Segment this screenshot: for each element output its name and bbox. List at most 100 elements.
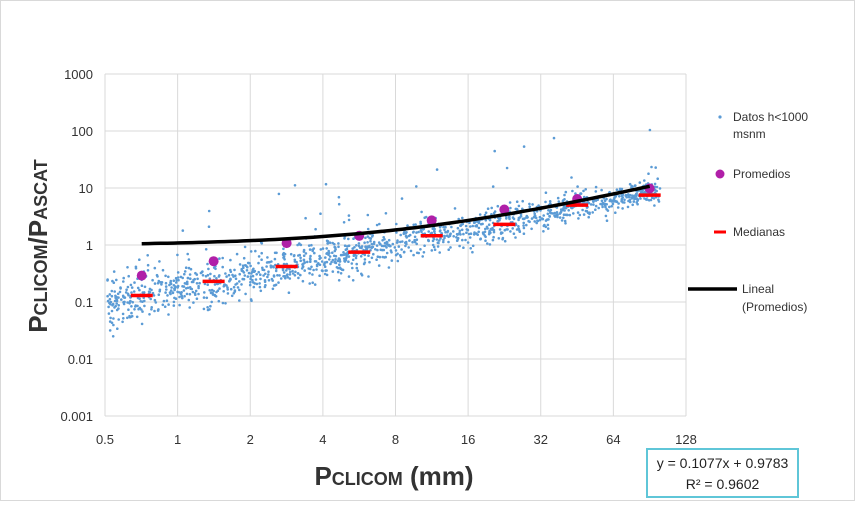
data-point: [522, 221, 525, 225]
data-point: [498, 228, 502, 231]
data-point: [618, 195, 621, 198]
data-point: [628, 182, 632, 186]
data-point: [582, 213, 586, 216]
data-point: [540, 217, 544, 220]
data-point: [341, 268, 345, 272]
data-point: [127, 293, 130, 297]
data-point: [241, 264, 245, 268]
data-point: [353, 246, 356, 249]
data-point: [198, 281, 201, 285]
data-point: [509, 206, 512, 210]
data-point: [110, 309, 114, 313]
data-point: [458, 244, 461, 248]
data-point: [266, 275, 269, 279]
x-tick-label: 2: [247, 432, 254, 447]
data-point: [564, 206, 568, 210]
data-point: [196, 277, 199, 281]
data-point: [275, 251, 278, 255]
x-axis-title: PCLICOM (mm): [314, 461, 473, 491]
data-point: [368, 260, 371, 264]
data-point: [537, 204, 540, 207]
data-point: [260, 251, 264, 255]
data-point: [178, 295, 181, 299]
data-point: [141, 310, 144, 313]
trendline: [141, 184, 651, 246]
data-point: [259, 277, 262, 281]
data-point: [479, 222, 483, 226]
data-point: [195, 297, 199, 301]
data-point: [351, 258, 355, 262]
data-point: [130, 286, 134, 289]
data-point: [501, 236, 505, 240]
data-point: [552, 136, 556, 140]
data-point: [542, 230, 545, 233]
data-point: [331, 258, 335, 262]
data-point: [288, 277, 292, 280]
data-point: [481, 231, 485, 235]
data-point: [478, 213, 482, 216]
data-point: [269, 264, 273, 268]
data-point: [301, 279, 305, 283]
data-point: [439, 237, 442, 240]
data-point: [458, 229, 462, 233]
x-tick-label: 1: [174, 432, 181, 447]
data-point: [257, 261, 260, 265]
data-point: [536, 219, 539, 222]
data-point: [319, 212, 322, 215]
data-point: [115, 302, 118, 305]
data-point: [404, 234, 408, 238]
trendline-equation-box: y = 0.1077x + 0.9783 R² = 0.9602: [646, 448, 799, 498]
data-point: [381, 255, 385, 259]
data-point: [600, 188, 603, 192]
data-point: [277, 192, 281, 196]
data-point: [158, 290, 161, 293]
data-point: [433, 230, 436, 234]
data-point: [150, 288, 153, 292]
data-point: [238, 280, 241, 283]
data-point: [215, 277, 218, 280]
x-tick-label: 8: [392, 432, 399, 447]
data-point: [318, 257, 321, 261]
data-point: [566, 213, 569, 217]
data-point: [174, 281, 178, 284]
data-point: [226, 286, 229, 289]
data-point: [485, 225, 489, 229]
data-point: [444, 225, 447, 229]
data-point: [512, 232, 516, 235]
data-point: [579, 192, 582, 195]
data-point: [315, 268, 318, 271]
data-point: [558, 216, 562, 219]
data-point: [376, 248, 379, 252]
data-point: [197, 284, 200, 288]
data-point: [300, 267, 304, 270]
data-point: [226, 292, 230, 295]
data-point: [183, 294, 186, 298]
data-point: [302, 254, 306, 257]
data-point: [164, 285, 168, 288]
data-point: [343, 244, 347, 247]
data-point: [464, 224, 468, 228]
data-point: [521, 217, 525, 221]
data-point: [108, 320, 112, 323]
data-point: [484, 235, 487, 239]
data-point: [420, 230, 423, 234]
data-point: [255, 282, 259, 286]
data-point: [148, 290, 152, 294]
data-point: [511, 227, 514, 230]
data-point: [347, 260, 350, 264]
y-tick-label: 0.001: [60, 409, 93, 424]
data-point: [469, 225, 472, 228]
data-point: [259, 289, 263, 293]
data-point: [124, 291, 128, 294]
data-point: [431, 243, 435, 247]
data-point: [406, 224, 409, 227]
data-point: [326, 240, 330, 243]
data-point: [467, 232, 471, 236]
data-point: [492, 230, 496, 234]
data-point: [143, 285, 147, 289]
data-point: [328, 258, 331, 261]
data-point: [593, 199, 596, 202]
data-point: [229, 287, 233, 291]
data-point: [586, 211, 590, 214]
